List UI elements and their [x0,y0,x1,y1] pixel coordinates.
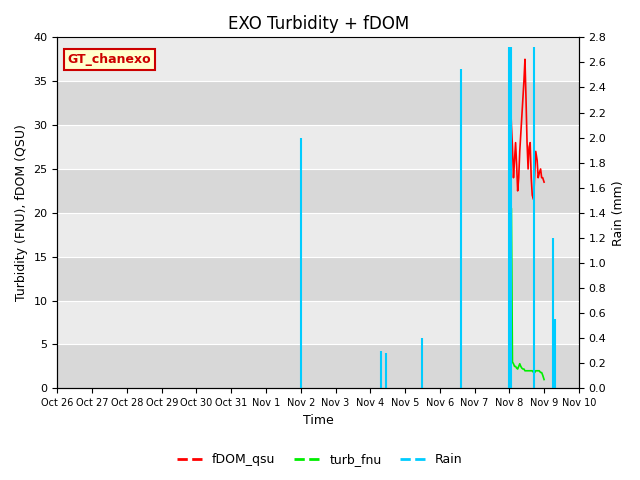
Bar [58,300,579,345]
Bar [58,37,579,81]
Y-axis label: Turbidity (FNU), fDOM (QSU): Turbidity (FNU), fDOM (QSU) [15,124,28,301]
Text: GT_chanexo: GT_chanexo [68,53,152,66]
Bar [58,345,579,388]
Title: EXO Turbidity + fDOM: EXO Turbidity + fDOM [227,15,409,33]
Bar [58,213,579,257]
Bar [58,257,579,300]
Legend: fDOM_qsu, turb_fnu, Rain: fDOM_qsu, turb_fnu, Rain [172,448,468,471]
X-axis label: Time: Time [303,414,333,427]
Y-axis label: Rain (mm): Rain (mm) [612,180,625,246]
Bar [58,169,579,213]
Bar [58,125,579,169]
Bar [58,81,579,125]
